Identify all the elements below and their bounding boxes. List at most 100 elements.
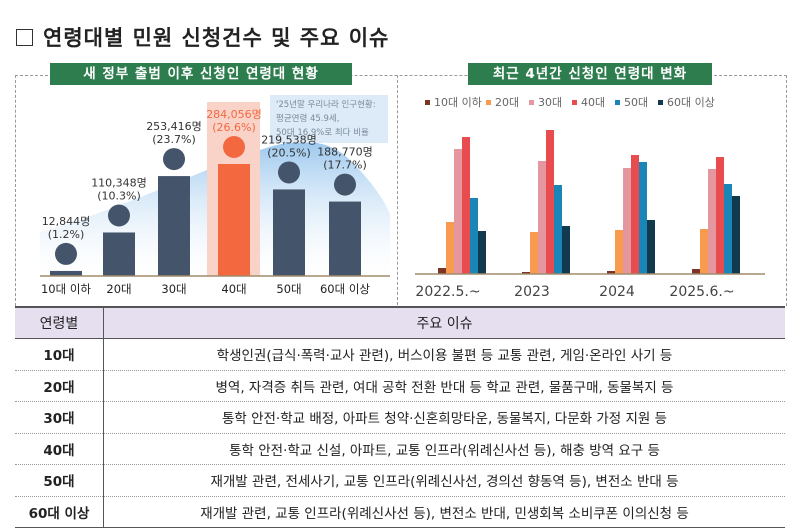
issue-cell: 재개발 관련, 전세사기, 교통 인프라(위례신사선, 경의선 향동역 등), … — [103, 464, 785, 497]
issue-cell: 재개발 관련, 교통 인프라(위례신사선 등), 변전소 반대, 민생회복 소비… — [103, 496, 785, 528]
legend-label: 40대 — [581, 96, 605, 109]
annotation-line: '25년말 우리나라 인구현황: — [276, 99, 376, 110]
percent-label: (23.7%) — [152, 133, 196, 146]
annotation-line: 50대 16.9%로 최다 비율 — [276, 127, 369, 138]
value-label: 12,844명 — [42, 215, 91, 228]
left-chart-title: 새 정부 출범 이후 신청인 연령대 현황 — [50, 63, 352, 85]
bar-1-3 — [546, 130, 554, 274]
bar-3 — [218, 164, 250, 276]
table-row: 50대 재개발 관련, 전세사기, 교통 인프라(위례신사선, 경의선 향동역 등… — [15, 464, 785, 497]
bar-head-2 — [163, 148, 185, 171]
bar-1-4 — [554, 185, 562, 274]
annotation-box — [270, 95, 388, 143]
value-label: 284,056명 — [206, 108, 262, 121]
age-cell: 50대 — [15, 464, 104, 497]
age-cell: 40대 — [15, 433, 104, 465]
legend-swatch — [486, 100, 491, 105]
legend-label: 10대 이하 — [434, 95, 482, 109]
issue-cell: 통학 안전·학교 신설, 아파트, 교통 인프라(위례신사선 등), 해충 방역… — [103, 433, 785, 465]
bar-0-3 — [462, 137, 470, 274]
bar-2-0 — [607, 271, 615, 274]
bar-1 — [103, 232, 135, 276]
category-label: 2022.5.~ — [415, 284, 480, 300]
category-label: 40대 — [221, 282, 246, 296]
annotation-line: 평균연령 45.9세, — [276, 113, 339, 124]
legend-swatch — [425, 100, 430, 105]
bar-1-0 — [522, 272, 530, 274]
bar-1-2 — [538, 161, 546, 274]
category-label: 50대 — [276, 282, 301, 296]
bar-head-0 — [55, 242, 77, 265]
issue-cell: 통학 안전·학교 배정, 아파트 청약·신혼희망타운, 동물복지, 다문화 가정… — [103, 401, 785, 434]
bar-2-1 — [615, 230, 623, 274]
legend-swatch — [658, 100, 663, 105]
age-cell: 30대 — [15, 401, 104, 434]
bar-0-1 — [446, 222, 454, 274]
category-label: 20대 — [106, 282, 131, 296]
legend-label: 20대 — [495, 96, 519, 109]
category-label: 30대 — [161, 282, 186, 296]
table-row: 60대 이상 재개발 관련, 교통 인프라(위례신사선 등), 변전소 반대, 민… — [15, 496, 785, 528]
legend-swatch — [529, 100, 534, 105]
issues-table: 연령별 주요 이슈 10대 학생인권(급식·폭력·교사 관련), 버스이용 불편 … — [15, 306, 785, 528]
legend-label: 60대 이상 — [667, 96, 715, 109]
category-label: 2023 — [514, 284, 550, 300]
header-issues: 주요 이슈 — [103, 306, 785, 339]
bar-2-2 — [623, 168, 631, 274]
bar-0-5 — [478, 231, 486, 274]
right-chart-title: 최근 4년간 신청인 연령대 변화 — [468, 63, 712, 85]
category-label: 2024 — [599, 284, 635, 300]
percent-label: (10.3%) — [97, 189, 141, 202]
percent-label: (26.6%) — [212, 121, 256, 134]
value-label: 253,416명 — [146, 120, 202, 133]
category-label: 2025.6.~ — [669, 284, 734, 300]
issue-cell: 병역, 자격증 취득 관련, 여대 공학 전환 반대 등 학교 관련, 물품구매… — [103, 370, 785, 402]
age-cell: 60대 이상 — [15, 496, 104, 528]
header-age: 연령별 — [15, 306, 104, 339]
bar-head-1 — [108, 204, 130, 227]
bar-2-5 — [647, 220, 655, 274]
bar-3-5 — [732, 196, 740, 274]
percent-label: (17.7%) — [323, 159, 367, 172]
bar-3-3 — [716, 157, 724, 274]
bar-head-3 — [223, 136, 245, 158]
percent-label: (20.5%) — [267, 146, 311, 159]
bar-0 — [50, 270, 82, 276]
bar-1-5 — [562, 226, 570, 274]
bar-0-2 — [454, 149, 462, 274]
value-label: 110,348명 — [91, 176, 147, 189]
chart-panel — [15, 75, 787, 306]
category-label: 60대 이상 — [320, 282, 370, 296]
page-title: 연령대별 민원 신청건수 및 주요 이슈 — [16, 22, 389, 52]
title-text: 연령대별 민원 신청건수 및 주요 이슈 — [43, 26, 390, 50]
bar-3-0 — [692, 269, 700, 274]
legend-swatch — [615, 100, 620, 105]
table-row: 30대 통학 안전·학교 배정, 아파트 청약·신혼희망타운, 동물복지, 다문화… — [15, 401, 785, 434]
bar-head-4 — [278, 161, 300, 184]
bar-3-2 — [708, 169, 716, 274]
bar-head-5 — [334, 173, 356, 196]
issue-cell: 학생인권(급식·폭력·교사 관련), 버스이용 불편 등 교통 관련, 게임·온… — [103, 338, 785, 371]
table-row: 20대 병역, 자격증 취득 관련, 여대 공학 전환 반대 등 학교 관련, 물… — [15, 370, 785, 402]
bar-3-1 — [700, 229, 708, 274]
divider — [397, 75, 398, 305]
bar-3-4 — [724, 184, 732, 274]
value-label: 219,538명 — [261, 133, 317, 146]
bar-1-1 — [530, 232, 538, 274]
bar-0-0 — [438, 268, 446, 274]
legend-label: 50대 — [624, 96, 648, 109]
bar-4 — [273, 189, 305, 276]
bar-2-4 — [639, 162, 647, 274]
bar-2-3 — [631, 155, 639, 274]
category-label: 10대 이하 — [41, 282, 91, 296]
charts-svg: '25년말 우리나라 인구현황: 평균연령 45.9세, 50대 16.9%로 최다… — [40, 95, 765, 300]
legend-label: 30대 — [538, 96, 562, 109]
bar-0-4 — [470, 198, 478, 274]
bar-2 — [158, 176, 190, 276]
table-row: 40대 통학 안전·학교 신설, 아파트, 교통 인프라(위례신사선 등), 해충… — [15, 433, 785, 465]
percent-label: (1.2%) — [48, 228, 85, 241]
legend-swatch — [572, 100, 577, 105]
value-label: 188,770명 — [317, 146, 373, 159]
age-cell: 20대 — [15, 370, 104, 402]
bar-5 — [329, 201, 361, 276]
